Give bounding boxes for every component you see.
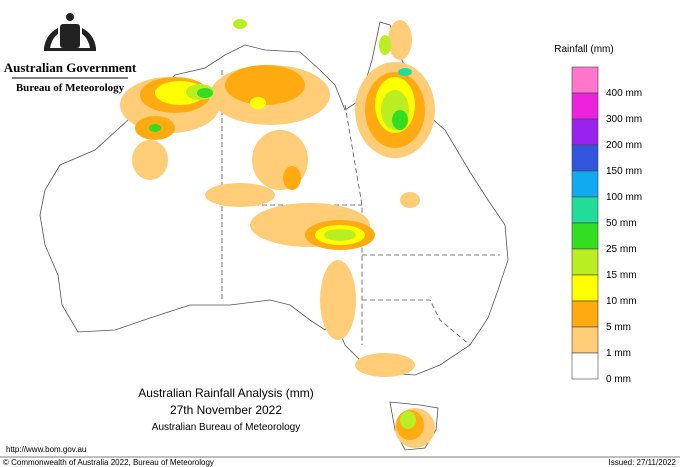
agency-name: Bureau of Meteorology	[16, 82, 125, 94]
map	[39, 19, 509, 451]
legend-swatch	[571, 118, 599, 146]
legend-label: 100 mm	[606, 192, 642, 203]
legend-swatch	[571, 66, 599, 94]
map-date: 27th November 2022	[170, 403, 282, 417]
legend-label: 25 mm	[606, 244, 637, 255]
legend-title: Rainfall (mm)	[554, 44, 613, 55]
government-name: Australian Government	[4, 60, 137, 75]
legend-label: 1 mm	[606, 348, 631, 359]
legend-label: 5 mm	[606, 322, 631, 333]
copyright: © Commonwealth of Australia 2022, Bureau…	[3, 458, 214, 467]
legend-swatch	[571, 300, 599, 328]
legend-swatch	[571, 196, 599, 224]
legend-swatch	[571, 144, 599, 172]
legend-label: 200 mm	[606, 140, 642, 151]
legend-label: 150 mm	[606, 166, 642, 177]
legend-label: 300 mm	[606, 114, 642, 125]
legend-label: 400 mm	[606, 88, 642, 99]
legend-label: 50 mm	[606, 218, 637, 229]
legend-swatch	[571, 222, 599, 250]
legend: 400 mm 300 mm 200 mm 150 mm 100 mm 50 mm 25 mm…	[571, 66, 642, 385]
legend-swatch	[571, 274, 599, 302]
legend-label: 15 mm	[606, 270, 637, 281]
legend-label: 0 mm	[606, 374, 631, 385]
legend-swatch	[571, 170, 599, 198]
map-title: Australian Rainfall Analysis (mm)	[138, 386, 313, 400]
map-source: Australian Bureau of Meteorology	[152, 422, 300, 433]
legend-swatch	[571, 326, 599, 354]
issued-date: Issued: 27/11/2022	[609, 458, 677, 467]
legend-swatch	[571, 248, 599, 276]
legend-label: 10 mm	[606, 296, 637, 307]
rainfall-areas	[120, 19, 435, 448]
emblem	[44, 13, 96, 51]
url[interactable]: http://www.bom.gov.au	[6, 445, 86, 454]
legend-swatch	[571, 352, 599, 380]
legend-swatch	[571, 92, 599, 120]
